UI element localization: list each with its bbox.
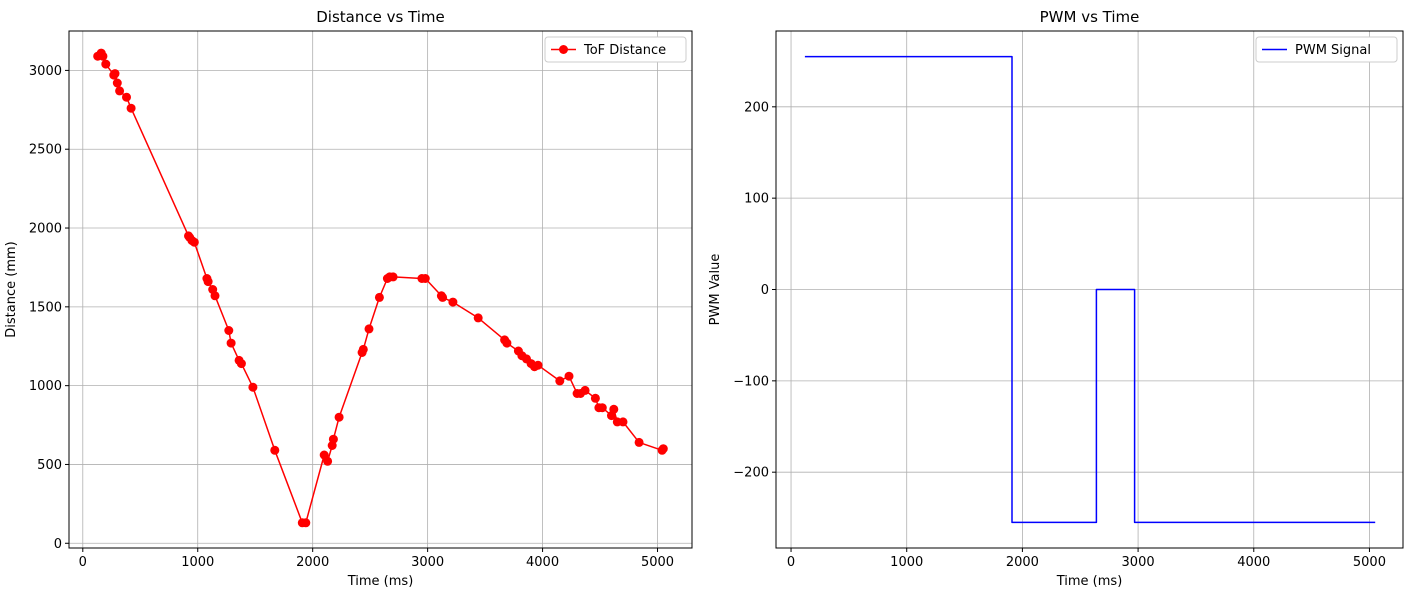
- data-point: [555, 376, 565, 386]
- distance-y-axis-label: Distance (mm): [4, 241, 19, 337]
- pwm-ticks: 0 1000 2000 3000 4000 5000 −200 −100 0 100 200: [733, 100, 1386, 570]
- distance-legend-marker: [559, 45, 568, 54]
- data-point: [210, 291, 220, 301]
- y-tick-label: 3000: [29, 64, 62, 79]
- pwm-chart: PWM vs Time 0 1000 2000 3000 4000 5000−200−10…: [708, 8, 1404, 589]
- x-tick-label: 3000: [1122, 555, 1155, 570]
- data-point: [618, 417, 628, 427]
- data-point: [203, 277, 213, 287]
- x-tick-label: 5000: [641, 555, 674, 570]
- pwm-legend-box: [1255, 36, 1398, 63]
- distance-chart-title: Distance vs Time: [316, 8, 445, 26]
- x-tick-label: 0: [787, 555, 795, 570]
- data-point: [328, 434, 338, 444]
- data-point: [388, 272, 398, 282]
- data-point: [334, 412, 344, 422]
- x-tick-label: 1000: [181, 555, 214, 570]
- x-tick-label: 1000: [890, 555, 923, 570]
- distance-ticks: 0 1000 2000 3000 4000 5000 0 500 1000 1500 2000 250…: [29, 64, 674, 570]
- data-point: [420, 274, 430, 283]
- distance-chart: Distance vs Time 0 1000 2000 3000 4000 5000 0 5…: [4, 8, 693, 589]
- data-point: [301, 518, 311, 528]
- distance-legend-box: [544, 36, 687, 63]
- y-tick-label: −100: [733, 374, 769, 389]
- data-point: [580, 385, 590, 395]
- series-line: [804, 55, 1376, 524]
- data-point: [564, 371, 574, 381]
- data-point: [473, 313, 483, 323]
- data-point: [126, 103, 136, 113]
- distance-plot-frame: [68, 30, 693, 549]
- data-point: [122, 92, 131, 102]
- y-tick-label: 1500: [29, 300, 62, 315]
- distance-plot-area: [69, 31, 692, 548]
- y-tick-label: 0: [761, 283, 769, 298]
- x-tick-label: 4000: [1237, 555, 1270, 570]
- distance-legend: ToF Distance: [544, 36, 687, 63]
- x-tick-label: 5000: [1353, 555, 1386, 570]
- data-point: [115, 86, 125, 96]
- data-point: [374, 292, 384, 302]
- pwm-series: [804, 55, 1376, 524]
- y-tick-label: 2000: [29, 222, 62, 237]
- x-tick-label: 2000: [296, 555, 329, 570]
- pwm-y-axis-label: PWM Value: [708, 254, 723, 326]
- data-point: [112, 78, 122, 88]
- y-tick-label: −200: [733, 466, 769, 481]
- data-point: [248, 382, 258, 392]
- y-tick-label: 0: [54, 537, 62, 552]
- data-point: [533, 360, 543, 370]
- data-point: [270, 445, 280, 455]
- data-point: [448, 297, 458, 307]
- data-point: [634, 437, 644, 447]
- pwm-legend: PWM Signal: [1255, 36, 1398, 63]
- data-point: [236, 359, 246, 369]
- data-point: [358, 344, 368, 354]
- y-tick-label: 500: [37, 458, 62, 473]
- data-point: [110, 69, 120, 79]
- data-point: [364, 324, 374, 334]
- data-point: [224, 326, 234, 335]
- data-point: [597, 403, 607, 413]
- pwm-gridlines: [776, 31, 1403, 548]
- data-point: [101, 59, 111, 69]
- pwm-x-axis-label: Time (ms): [1056, 574, 1123, 589]
- y-tick-label: 2500: [29, 143, 62, 158]
- pwm-legend-label: PWM Signal: [1295, 43, 1371, 58]
- data-point: [323, 456, 333, 466]
- y-tick-label: 1000: [29, 379, 62, 394]
- distance-x-axis-label: Time (ms): [347, 574, 414, 589]
- data-point: [609, 404, 619, 414]
- distance-series: [93, 48, 668, 528]
- x-tick-label: 2000: [1006, 555, 1039, 570]
- x-tick-label: 0: [79, 555, 87, 570]
- data-point: [438, 292, 448, 302]
- data-point: [590, 393, 600, 403]
- data-point: [658, 444, 668, 454]
- data-point: [98, 51, 108, 61]
- distance-gridlines: [69, 31, 692, 548]
- data-point: [189, 237, 199, 247]
- data-point: [502, 338, 512, 348]
- x-tick-label: 4000: [526, 555, 559, 570]
- data-point: [226, 338, 236, 348]
- y-tick-label: 100: [744, 192, 769, 207]
- y-tick-label: 200: [744, 100, 769, 115]
- x-tick-label: 3000: [411, 555, 444, 570]
- distance-legend-label: ToF Distance: [583, 43, 666, 58]
- pwm-chart-title: PWM vs Time: [1040, 8, 1140, 26]
